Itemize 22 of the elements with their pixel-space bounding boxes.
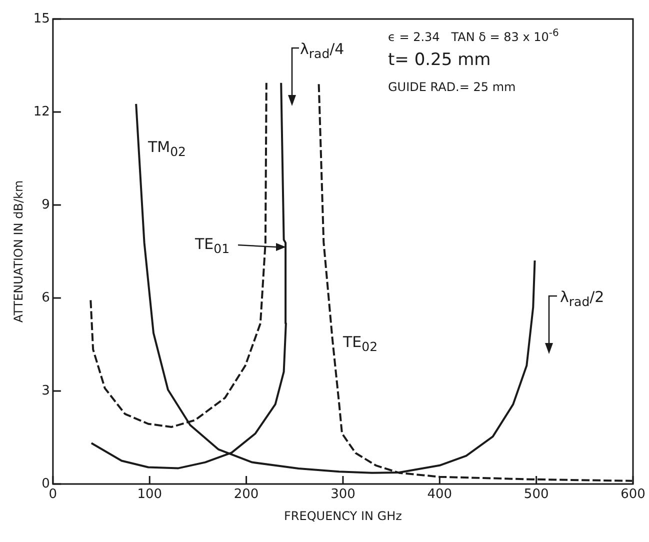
y-tick-label: 9 (42, 197, 50, 212)
x-tick-label: 200 (234, 487, 259, 502)
annotation: ϵ = 2.34 TAN δ = 83 x 10$^{-6}$ (388, 28, 559, 44)
x-axis-title: FREQUENCY IN GHz (284, 508, 402, 523)
annotation: TE$_{02}$ (343, 333, 378, 354)
y-tick-label: 12 (33, 104, 50, 120)
x-tick-label: 600 (620, 487, 646, 502)
annotation: t= 0.25 mm (388, 50, 491, 70)
x-tick-label: 100 (137, 487, 162, 502)
annotation: λ$_{rad}$/4 (300, 40, 344, 61)
y-tick-label: 15 (33, 11, 50, 26)
annotation: TM$_{02}$ (148, 138, 186, 159)
y-tick-label: 3 (42, 383, 50, 398)
x-tick-label: 300 (330, 487, 356, 502)
annotation: GUIDE RAD.= 25 mm (388, 80, 516, 94)
y-tick-label: 6 (42, 290, 50, 306)
annotation: TE$_{01}$ (195, 235, 230, 256)
x-tick-label: 400 (427, 487, 452, 502)
x-tick-label: 500 (524, 487, 549, 502)
y-tick-label: 0 (42, 476, 50, 492)
annotation: λ$_{rad}$/2 (560, 288, 604, 309)
y-axis-title: ATTENUATION IN dB/km (11, 180, 26, 323)
